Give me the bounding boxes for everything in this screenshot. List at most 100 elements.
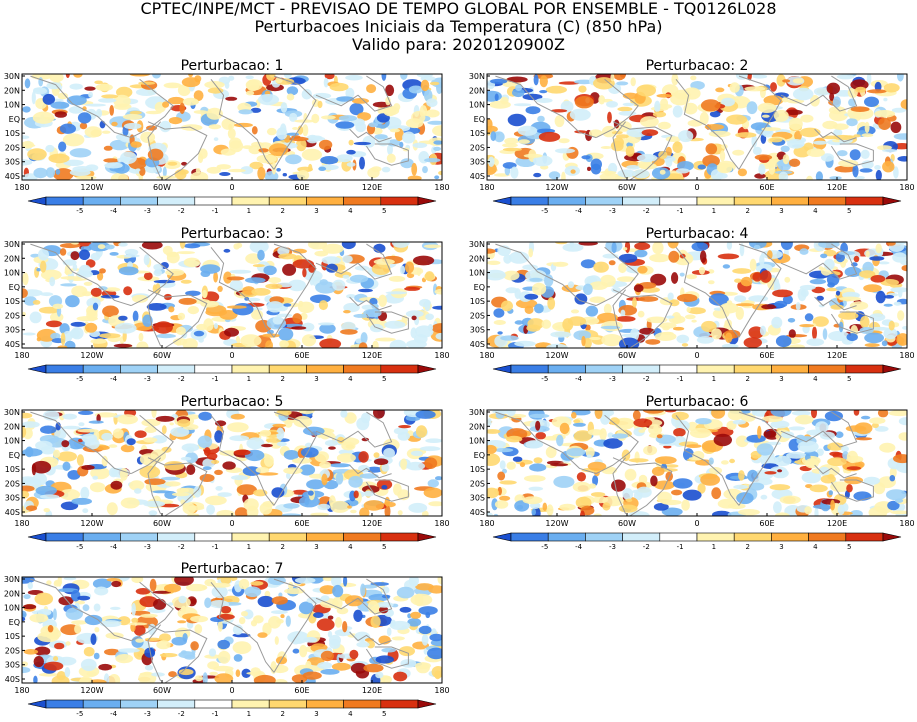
field-blob [155,333,176,339]
field-blob [201,585,207,590]
field-blob [424,158,441,163]
field-blob [760,494,768,500]
field-blob [341,441,356,451]
colorbar-label: 5 [382,375,386,383]
field-blob [391,636,405,641]
field-blob [397,510,403,516]
temperature-perturbation-field [487,242,907,348]
lat-label: 20N [4,589,20,598]
lon-label: 120E [827,183,847,192]
field-blob [178,668,194,676]
field-blob [104,162,123,169]
field-blob [144,478,166,486]
field-blob [59,489,81,500]
field-blob [726,300,733,306]
field-blob [257,249,265,261]
field-blob [287,279,306,292]
field-blob [613,119,620,129]
field-blob [672,326,685,331]
field-blob [572,422,586,427]
field-blob [43,661,64,671]
field-blob [806,175,813,180]
colorbar-box [231,699,270,709]
field-blob [370,615,381,628]
colorbar-arrow-right [417,532,437,542]
lat-label: 40S [5,340,20,349]
field-blob [144,647,156,658]
colorbar-label: 2 [280,710,284,718]
field-blob [866,89,887,94]
field-blob [358,342,368,348]
coastline [675,246,740,338]
field-blob [729,82,740,93]
field-blob [336,154,353,163]
field-blob [864,332,884,344]
field-blob [127,622,148,626]
field-blob [700,99,721,112]
field-blob [266,74,276,81]
field-blob [317,322,335,326]
field-blob [371,263,391,275]
field-blob [271,596,288,605]
field-blob [545,446,557,459]
lat-label: 20S [5,646,20,655]
field-blob [57,92,69,100]
field-blob [196,323,208,331]
field-blob [57,451,77,462]
field-blob [110,172,129,180]
field-blob [194,675,204,682]
field-blob [251,309,264,320]
coastline [830,311,874,334]
field-blob [90,252,101,261]
field-blob [349,274,369,283]
field-blob [238,578,250,590]
field-blob [428,501,442,507]
lon-label: 60E [759,183,774,192]
field-blob [600,170,617,175]
field-blob [778,171,789,180]
field-blob [652,242,664,255]
field-blob [499,480,517,485]
field-blob [63,577,77,581]
field-blob [199,474,215,482]
field-blob [830,499,835,511]
colorbar-arrow-left [492,364,512,374]
field-blob [177,84,191,97]
field-blob [77,595,91,601]
field-blob [493,308,505,318]
field-blob [553,475,575,488]
field-blob [410,611,422,619]
field-blob [180,605,187,614]
field-blob [542,502,548,511]
field-blob [816,295,824,301]
field-blob [526,324,541,332]
field-blob [751,134,758,148]
field-blob [773,109,789,122]
field-blob [854,422,873,435]
panel-title: Perturbacao: 4 [646,226,749,242]
lon-label: 180 [14,686,29,695]
field-blob [611,433,629,439]
colorbar-label: 4 [813,543,818,551]
field-blob [108,674,121,683]
field-blob [183,257,201,268]
colorbar-box [622,364,661,374]
field-blob [22,448,43,457]
coastline [30,243,132,307]
field-blob [57,345,68,348]
field-blob [276,427,285,441]
field-blob [752,74,761,77]
field-blob [282,263,297,276]
field-blob [307,242,328,250]
field-blob [117,648,140,653]
field-blob [782,79,791,83]
field-blob [291,674,308,683]
field-blob [319,279,328,286]
field-blob [795,302,801,311]
field-blob [740,412,756,422]
field-blob [777,469,783,473]
field-blob [144,164,161,174]
field-blob [727,410,744,421]
colorbar-label: -1 [677,207,684,215]
field-blob [22,617,26,622]
